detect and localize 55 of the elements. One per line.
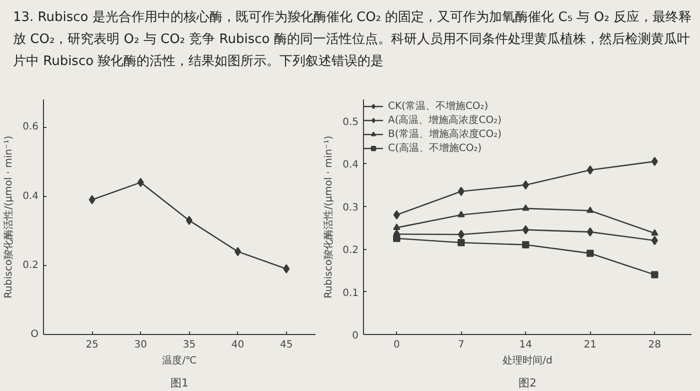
point xyxy=(522,241,530,248)
point xyxy=(651,156,658,166)
x-tick-label: 0 xyxy=(393,340,400,350)
x-tick-label: 30 xyxy=(134,340,148,350)
legend-label: A(高温、增施高浓度CO₂) xyxy=(388,114,502,127)
x-tick-label: 28 xyxy=(648,340,662,350)
point xyxy=(393,224,400,230)
point xyxy=(586,206,594,213)
point xyxy=(458,239,465,246)
point xyxy=(522,225,529,234)
y-tick-label: 0.4 xyxy=(342,160,359,171)
point xyxy=(522,204,530,211)
x-tick-label: 25 xyxy=(86,340,98,350)
point xyxy=(137,178,144,188)
point xyxy=(458,186,464,196)
x-tick-label: 14 xyxy=(519,340,532,350)
point xyxy=(586,165,594,175)
point xyxy=(458,230,464,240)
x-axis-title: 温度/℃ xyxy=(162,354,197,366)
y-tick-label: 0.2 xyxy=(342,245,359,256)
point xyxy=(586,227,594,237)
legend-label: CK(常温、不增施CO₂) xyxy=(388,100,488,113)
point xyxy=(651,229,658,236)
x-tick-label: 7 xyxy=(458,340,464,350)
y-tick-label: 0.1 xyxy=(342,288,359,299)
x-tick-label: 45 xyxy=(280,340,293,350)
caption: 图2 xyxy=(518,376,536,390)
y-tick-label: 0.4 xyxy=(22,190,39,202)
y-tick-label: 0.3 xyxy=(342,202,359,214)
point xyxy=(393,210,400,220)
x-tick-label: 21 xyxy=(584,340,597,350)
legend-label: B(常温、增施高浓度CO₂) xyxy=(388,128,502,141)
caption: 图1 xyxy=(170,376,188,390)
text: 13. Rubisco 是光合作用中的核心酶，既可作为羧化酶催化 CO₂ 的固定，又可作为加氧酶催化 C₅ 与 O₂ 反应，最终释放 CO₂，研究表明 O₂ 与 CO₂ 竞争 Rubisco 酶的同一活性位点。科研人员用不同条件处理黄瓜植株，然后检测黄瓜叶片中 Rubisco 羧化酶的活性，结果如图所示。下列叙述错误的是 xyxy=(13,9,692,71)
y-axis-title: Rubisco羧化酶活性/(μmol · min⁻¹) xyxy=(2,136,15,298)
point xyxy=(651,271,658,278)
point xyxy=(651,236,658,246)
y-axis-title: Rubisco羧化酶活性/(μmol · min⁻¹) xyxy=(322,136,335,298)
y-tick-label: 0.2 xyxy=(22,260,39,271)
point xyxy=(234,246,242,256)
point xyxy=(522,180,529,190)
x-tick-label: 40 xyxy=(231,340,244,350)
point xyxy=(283,264,290,274)
point xyxy=(586,250,594,257)
y-tick-label: 0.6 xyxy=(22,122,39,133)
point xyxy=(186,216,192,226)
legend-label: C(高温、不增施CO₂) xyxy=(388,142,482,155)
x-tick-label: 35 xyxy=(182,340,196,350)
y-tick-label: 0.5 xyxy=(342,116,359,128)
y-tick-label: O xyxy=(30,329,39,340)
point xyxy=(393,234,400,242)
y-tick-label: 0 xyxy=(352,330,359,342)
point xyxy=(458,210,465,218)
x-axis-title: 处理时间/d xyxy=(502,354,552,366)
point xyxy=(88,195,96,204)
